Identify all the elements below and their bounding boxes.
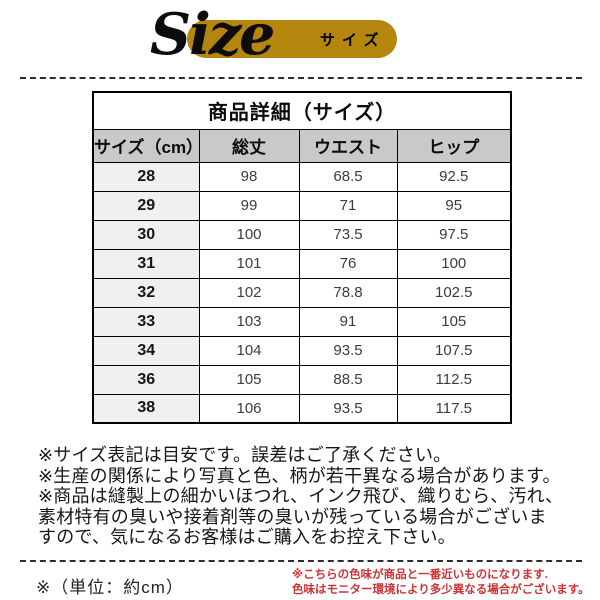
waist-cell: 93.5 <box>298 335 398 366</box>
dashed-divider-top <box>20 77 582 79</box>
size-cell: 31 <box>92 248 200 279</box>
waist-cell: 93.5 <box>298 393 398 424</box>
size-cell: 30 <box>92 219 200 250</box>
note-line: 素材特有の臭いや接着剤等の臭いが残っている場合がございま <box>38 506 547 527</box>
table-row: 31 101 76 100 <box>92 248 512 279</box>
length-cell: 105 <box>198 364 300 395</box>
waist-cell: 76 <box>298 248 398 279</box>
waist-cell: 78.8 <box>298 277 398 308</box>
table-row: 29 99 71 95 <box>92 190 512 221</box>
size-script-title: Size <box>150 1 275 68</box>
hip-cell: 102.5 <box>396 277 512 308</box>
table-title-row: 商品詳細（サイズ） <box>92 91 512 130</box>
table-row: 33 103 91 105 <box>92 306 512 337</box>
length-cell: 103 <box>198 306 300 337</box>
waist-cell: 68.5 <box>298 161 398 192</box>
hip-cell: 95 <box>396 190 512 221</box>
length-cell: 101 <box>198 248 300 279</box>
color-note-line: ※こちらの色味が商品と一番近いものになります. <box>292 569 548 581</box>
table-row: 32 102 78.8 102.5 <box>92 277 512 308</box>
length-cell: 98 <box>198 161 300 192</box>
waist-cell: 88.5 <box>298 364 398 395</box>
hip-cell: 107.5 <box>396 335 512 366</box>
table-row: 30 100 73.5 97.5 <box>92 219 512 250</box>
size-cell: 29 <box>92 190 200 221</box>
size-cell: 38 <box>92 393 200 424</box>
hip-cell: 112.5 <box>396 364 512 395</box>
table-row: 36 105 88.5 112.5 <box>92 364 512 395</box>
size-cell: 34 <box>92 335 200 366</box>
table-row: 28 98 68.5 92.5 <box>92 161 512 192</box>
table-row: 34 104 93.5 107.5 <box>92 335 512 366</box>
size-cell: 28 <box>92 161 200 192</box>
table-row: 38 106 93.5 117.5 <box>92 393 512 424</box>
length-cell: 100 <box>198 219 300 250</box>
size-subtitle-jp: サイズ <box>320 32 386 49</box>
unit-note: ※（単位：約cm） <box>36 578 184 597</box>
column-header-size: サイズ（cm） <box>92 128 200 163</box>
note-line: ※生産の関係により写真と色、柄が若干異なる場合があります。 <box>38 465 561 486</box>
length-cell: 104 <box>198 335 300 366</box>
table-header-row: サイズ（cm） 総丈 ウエスト ヒップ <box>92 128 512 163</box>
hip-cell: 100 <box>396 248 512 279</box>
hip-cell: 92.5 <box>396 161 512 192</box>
note-line: すので、気になるお客様はご購入をお控え下さい。 <box>38 527 456 547</box>
hip-cell: 97.5 <box>396 219 512 250</box>
size-cell: 32 <box>92 277 200 308</box>
waist-cell: 71 <box>298 190 398 221</box>
hip-cell: 105 <box>396 306 512 337</box>
size-table: 商品詳細（サイズ） サイズ（cm） 総丈 ウエスト ヒップ 28 98 68.5… <box>92 91 513 424</box>
size-cell: 36 <box>92 364 200 395</box>
length-cell: 106 <box>198 393 300 424</box>
dashed-divider-bottom <box>20 560 582 562</box>
hip-cell: 117.5 <box>396 393 512 424</box>
note-line: ※サイズ表記は目安です。誤差はご了承ください。 <box>38 445 452 465</box>
column-header-waist: ウエスト <box>298 128 398 163</box>
note-line: ※商品は縫製上の細かいほつれ、インク飛び、織りむら、汚れ、 <box>38 486 564 506</box>
table-title: 商品詳細（サイズ） <box>92 91 512 130</box>
disclaimer-notes: ※サイズ表記は目安です。誤差はご了承ください。 ※生産の関係により写真と色、柄が… <box>38 445 563 548</box>
column-header-length: 総丈 <box>198 128 300 163</box>
gold-pill-banner <box>187 20 397 58</box>
color-disclaimer-note: ※こちらの色味が商品と一番近いものになります. 色味はモニター環境により多少異な… <box>292 568 590 597</box>
length-cell: 99 <box>198 190 300 221</box>
color-note-line: 色味はモニター環境により多少異なる場合がございます。 <box>292 583 590 596</box>
size-cell: 33 <box>92 306 200 337</box>
length-cell: 102 <box>198 277 300 308</box>
waist-cell: 91 <box>298 306 398 337</box>
column-header-hip: ヒップ <box>396 128 512 163</box>
waist-cell: 73.5 <box>298 219 398 250</box>
